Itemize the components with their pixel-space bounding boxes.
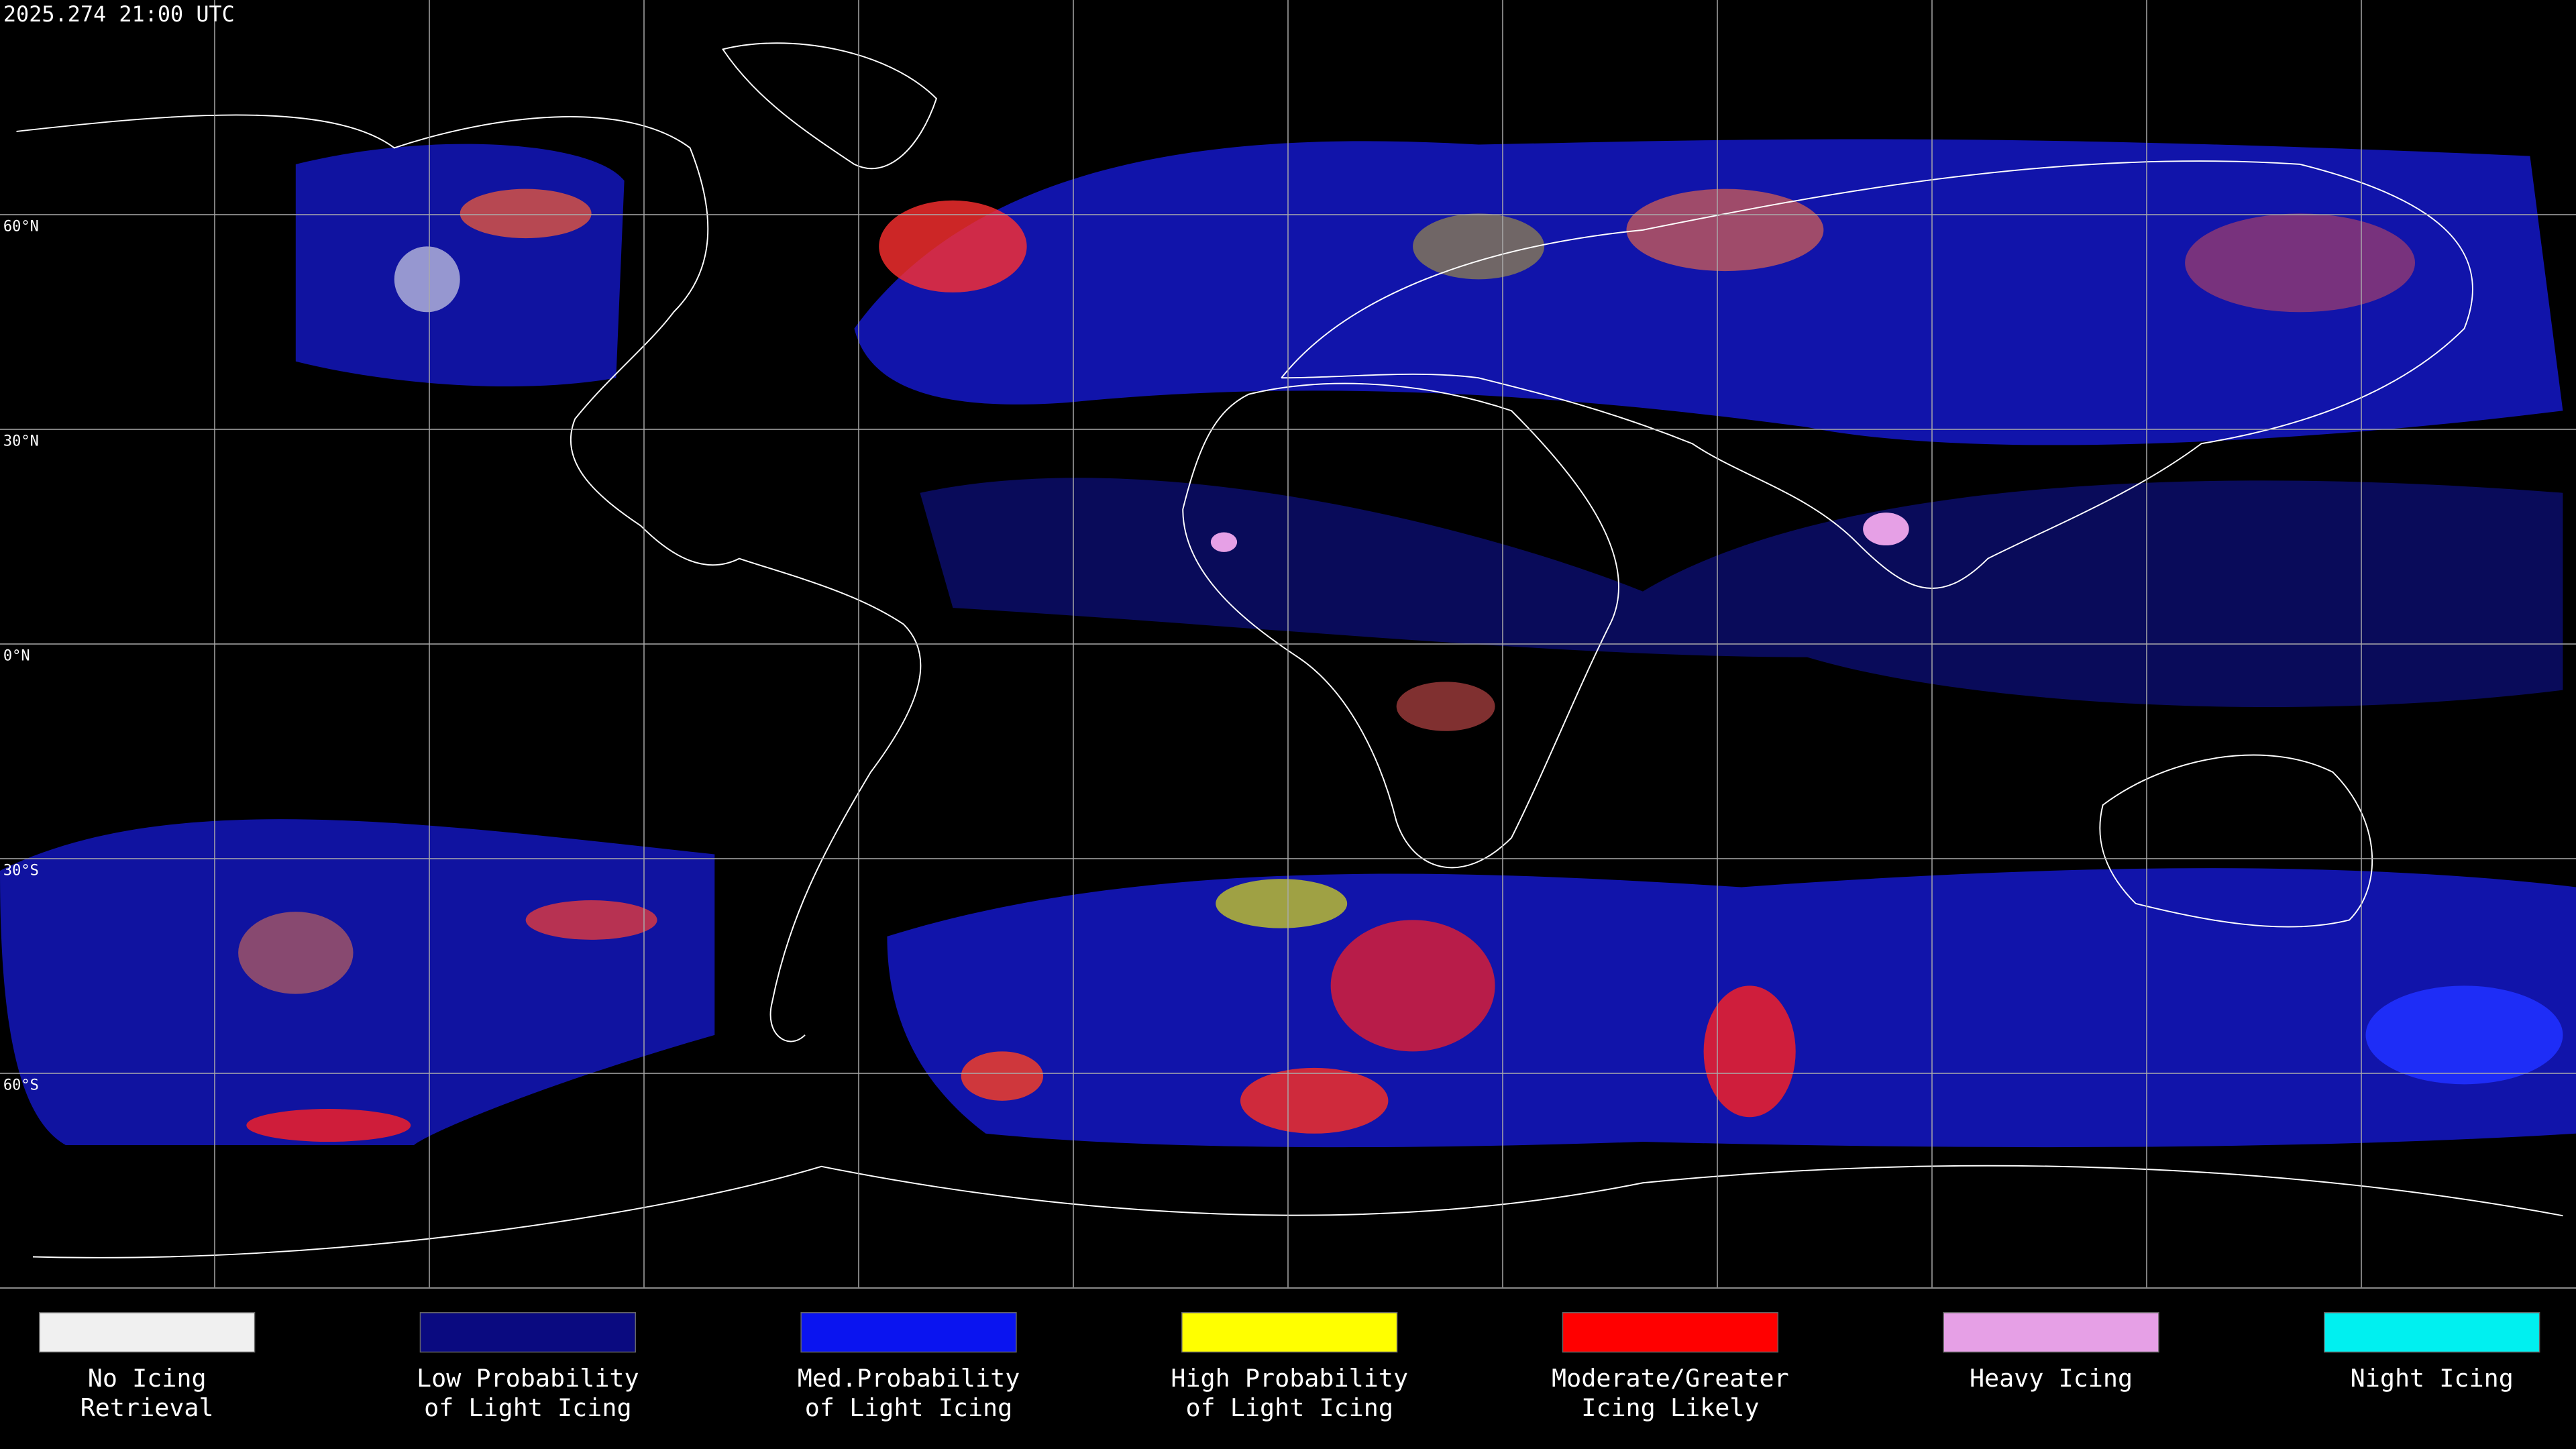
- latitude-label: 60°S: [3, 1077, 39, 1093]
- icing-patch: [1626, 189, 1824, 272]
- legend-label: of Light Icing: [1185, 1393, 1393, 1422]
- tropical-band: [920, 478, 2563, 708]
- legend-label: Med.Probability: [798, 1364, 1020, 1393]
- icing-patch: [460, 189, 592, 239]
- icing-patch: [238, 912, 354, 994]
- icing-patch: [1210, 532, 1238, 552]
- icing-patch: [961, 1051, 1044, 1101]
- latitude-label: 30°N: [3, 433, 39, 449]
- icing-patch: [879, 200, 1027, 292]
- icing-imagery: [0, 139, 2576, 1148]
- latitude-label: 0°N: [3, 647, 30, 664]
- legend-label: Heavy Icing: [1970, 1364, 2133, 1393]
- icing-patch: [1330, 920, 1495, 1052]
- icing-patch: [1703, 985, 1796, 1118]
- legend-label: Icing Likely: [1581, 1393, 1759, 1422]
- icing-patch: [525, 900, 657, 940]
- legend-label: No Icing: [88, 1364, 207, 1393]
- timestamp: 2025.274 21:00 UTC: [3, 1, 235, 27]
- icing-patch: [246, 1109, 411, 1142]
- legend-label: Low Probability: [417, 1364, 639, 1393]
- icing-patch: [1413, 213, 1545, 280]
- northern-band: [854, 139, 2563, 445]
- legend-swatch: [1562, 1312, 1779, 1353]
- legend-swatch: [2324, 1312, 2540, 1353]
- legend-label: of Light Icing: [805, 1393, 1013, 1422]
- icing-patch: [2185, 213, 2415, 313]
- africa-coast: [1182, 382, 1619, 869]
- australia-coast: [2099, 754, 2373, 928]
- legend-swatch: [1181, 1312, 1398, 1353]
- south-pacific-band: [0, 819, 715, 1145]
- graticule: 60°N 30°N 0°N 30°S 60°S: [0, 0, 2576, 1288]
- legend-swatch: [39, 1312, 256, 1353]
- antarctica-coast: [32, 1165, 2563, 1258]
- coastlines: [16, 42, 2563, 1258]
- legend-label: High Probability: [1171, 1364, 1408, 1393]
- icing-patch: [1396, 682, 1495, 731]
- legend-swatch: [800, 1312, 1017, 1353]
- legend-label: Moderate/Greater: [1552, 1364, 1789, 1393]
- icing-patch: [2365, 985, 2563, 1085]
- latitude-label: 30°S: [3, 862, 39, 879]
- legend-swatch: [1943, 1312, 2159, 1353]
- legend-label: of Light Icing: [424, 1393, 632, 1422]
- icing-patch: [1863, 513, 1909, 546]
- eurasia-coast: [1281, 160, 2473, 589]
- legend-label: Night Icing: [2351, 1364, 2514, 1393]
- icing-patch: [1240, 1067, 1389, 1134]
- pacific-north-band: [295, 144, 625, 387]
- greenland-coast: [721, 42, 938, 170]
- legend-swatch: [419, 1312, 637, 1353]
- icing-patch: [1216, 879, 1348, 928]
- americas-coast: [16, 114, 922, 1042]
- icing-patch: [394, 246, 460, 313]
- latitude-label: 60°N: [3, 218, 39, 235]
- legend-label: Retrieval: [80, 1393, 214, 1422]
